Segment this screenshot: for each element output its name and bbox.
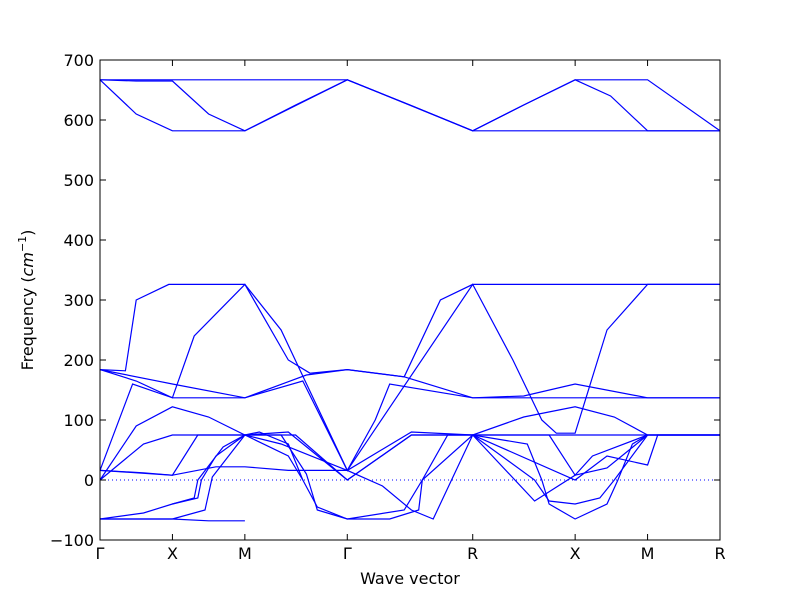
plot-frame <box>99 59 721 541</box>
band-line-15 <box>100 518 245 522</box>
y-tick-label: 200 <box>63 351 94 370</box>
y-tick-label: 400 <box>63 231 94 250</box>
y-axis-label-close: ) <box>18 230 37 236</box>
band-line-13 <box>99 434 649 520</box>
band-line-16 <box>472 434 648 520</box>
y-tick-label: 500 <box>63 171 94 190</box>
y-axis-ticks: −100 0 100 200 300 400 500 600 700 <box>50 51 720 550</box>
y-tick-label: 0 <box>84 471 94 490</box>
y-tick-label: 700 <box>63 51 94 70</box>
x-tick-label: X <box>570 544 581 563</box>
x-axis-label: Wave vector <box>360 569 460 588</box>
x-tick-label: R <box>714 544 725 563</box>
y-axis-label: Frequency (cm−1) <box>16 230 37 371</box>
x-tick-label: Γ <box>96 544 105 563</box>
y-tick-label: 100 <box>63 411 94 430</box>
x-tick-label: X <box>167 544 178 563</box>
y-axis-label-unit: cm <box>18 252 37 276</box>
band-line-11 <box>99 431 720 481</box>
band-line-6 <box>99 369 720 472</box>
y-tick-label: 300 <box>63 291 94 310</box>
y-tick-label: −100 <box>50 531 94 550</box>
band-line-3 <box>99 79 720 132</box>
x-tick-label: R <box>467 544 478 563</box>
y-axis-label-text: Frequency ( <box>18 276 37 370</box>
band-line-14 <box>172 431 304 505</box>
band-line-10 <box>99 433 720 520</box>
x-tick-label: M <box>238 544 252 563</box>
y-axis-label-exp: −1 <box>16 236 29 252</box>
band-line-7 <box>99 283 720 472</box>
band-line-4 <box>99 283 720 378</box>
x-tick-label: M <box>641 544 655 563</box>
x-tick-label: Γ <box>343 544 352 563</box>
y-tick-label: 600 <box>63 111 94 130</box>
band-line-12 <box>100 434 720 520</box>
band-lines <box>99 79 721 522</box>
band-line-5 <box>99 368 720 399</box>
